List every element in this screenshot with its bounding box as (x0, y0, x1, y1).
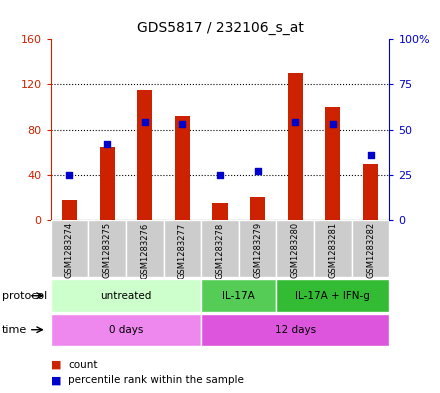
Text: percentile rank within the sample: percentile rank within the sample (68, 375, 244, 386)
Bar (51, 220, 88, 277)
Text: GSM1283276: GSM1283276 (140, 222, 149, 279)
Bar (239, 220, 276, 277)
Point (216, 172, 224, 178)
Bar (276, 279, 389, 312)
Point (103, 141, 110, 147)
Bar (51, 314, 201, 346)
Bar (175, 116, 190, 220)
Bar (314, 220, 352, 277)
Point (367, 152, 374, 158)
Bar (276, 220, 314, 277)
Point (66, 172, 73, 178)
Text: count: count (68, 360, 98, 370)
Text: 12 days: 12 days (275, 325, 316, 335)
Text: GSM1283279: GSM1283279 (253, 222, 262, 279)
Text: GSM1283282: GSM1283282 (366, 222, 375, 279)
Text: ■: ■ (51, 375, 61, 386)
Point (179, 121, 186, 127)
Text: GSM1283275: GSM1283275 (103, 222, 112, 279)
Text: untreated: untreated (100, 291, 151, 301)
Text: GSM1283281: GSM1283281 (328, 222, 337, 279)
Bar (164, 220, 201, 277)
Bar (62, 200, 77, 220)
Text: IL-17A: IL-17A (223, 291, 255, 301)
Text: GSM1283280: GSM1283280 (291, 222, 300, 279)
Bar (201, 279, 276, 312)
Text: IL-17A + IFN-g: IL-17A + IFN-g (296, 291, 370, 301)
Point (254, 168, 261, 174)
Bar (201, 220, 239, 277)
Bar (99, 147, 114, 220)
Bar (250, 197, 265, 220)
Bar (201, 314, 389, 346)
Text: GSM1283277: GSM1283277 (178, 222, 187, 279)
Bar (213, 203, 227, 220)
Point (141, 119, 148, 126)
Bar (288, 73, 303, 220)
Text: time: time (2, 325, 27, 335)
Text: 0 days: 0 days (109, 325, 143, 335)
Bar (88, 220, 126, 277)
Bar (326, 107, 341, 220)
Bar (137, 90, 152, 220)
Text: GSM1283278: GSM1283278 (216, 222, 224, 279)
Bar (363, 163, 378, 220)
Bar (352, 220, 389, 277)
Text: GSM1283274: GSM1283274 (65, 222, 74, 279)
Title: GDS5817 / 232106_s_at: GDS5817 / 232106_s_at (136, 22, 304, 35)
Text: protocol: protocol (2, 290, 48, 301)
Text: ■: ■ (51, 360, 61, 370)
Point (330, 121, 337, 127)
Point (292, 119, 299, 126)
Bar (51, 279, 201, 312)
Bar (126, 220, 164, 277)
